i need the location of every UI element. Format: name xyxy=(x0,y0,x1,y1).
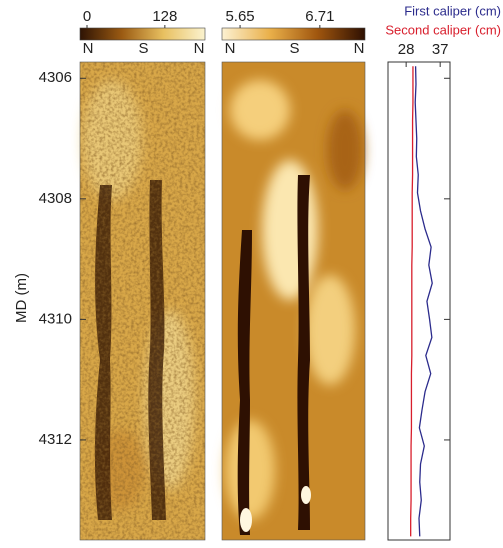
caliper-frame xyxy=(387,61,451,541)
azimuth-label: N xyxy=(83,40,94,57)
y-tick-label: 4306 xyxy=(39,69,72,86)
amplitude-image xyxy=(79,61,206,541)
colorbar-tick-label: 128 xyxy=(152,8,177,25)
colorbar-tick-label: 0 xyxy=(83,8,91,25)
colorbar-tick-label: 5.65 xyxy=(225,8,254,25)
colorbar xyxy=(79,27,206,41)
azimuth-label: S xyxy=(138,40,148,57)
radius-image xyxy=(221,61,366,541)
azimuth-label: S xyxy=(289,40,299,57)
azimuth-label: N xyxy=(354,40,365,57)
x-tick-label: 37 xyxy=(432,41,449,58)
legend-entry: First caliper (cm) xyxy=(404,3,501,18)
colorbar xyxy=(221,27,366,41)
azimuth-label: N xyxy=(225,40,236,57)
caliper-line xyxy=(410,66,414,537)
y-tick-label: 4308 xyxy=(39,190,72,207)
y-axis-label: MD (m) xyxy=(13,273,30,323)
legend-entry: Second caliper (cm) xyxy=(385,22,501,37)
azimuth-label: N xyxy=(194,40,205,57)
y-tick-label: 4310 xyxy=(39,310,72,327)
colorbar-tick-label: 6.71 xyxy=(305,8,334,25)
caliper-line xyxy=(414,66,433,537)
y-tick-label: 4312 xyxy=(39,431,72,448)
x-tick-label: 28 xyxy=(398,41,415,58)
